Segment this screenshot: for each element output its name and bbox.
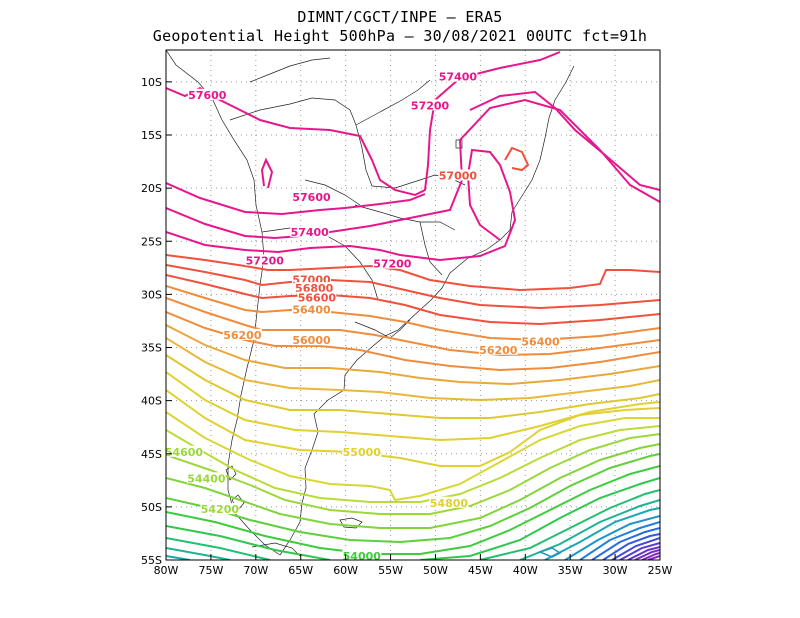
contour-label-bg [187, 88, 227, 100]
x-tick-label: 55W [378, 564, 403, 577]
y-tick-label: 15S [141, 129, 162, 142]
x-tick-label: 45W [468, 564, 493, 577]
contour-label-bg [245, 254, 285, 266]
y-tick-label: 20S [141, 182, 162, 195]
contour-label: 57600 [292, 191, 331, 204]
contour-label-bg [292, 334, 332, 346]
contour-label-bg [342, 445, 382, 457]
y-tick-label: 35S [141, 342, 162, 355]
contour-label-bg [292, 303, 332, 315]
x-tick-label: 35W [558, 564, 583, 577]
x-tick-label: 80W [154, 564, 179, 577]
small-contour [537, 547, 562, 558]
contour-label: 57600 [188, 89, 227, 102]
contour-label: 54200 [201, 503, 240, 516]
map-frame [165, 49, 661, 561]
contour-label-bg [521, 335, 561, 347]
contour-label: 54000 [343, 550, 382, 563]
contour-label: 54800 [430, 497, 469, 510]
chart-title-line2: Geopotential Height 500hPa — 30/08/2021 … [152, 27, 648, 45]
y-tick-label: 10S [141, 76, 162, 89]
contour-label: 57200 [411, 99, 450, 112]
contour-label-bg [200, 503, 240, 515]
contour-label-bg [290, 225, 330, 237]
x-tick-label: 75W [198, 564, 223, 577]
contour-label-bg [294, 282, 334, 294]
x-tick-label: 25W [648, 564, 673, 577]
y-tick-label: 45S [141, 448, 162, 461]
contour-label-bg [342, 549, 382, 561]
y-tick-label: 50S [141, 501, 162, 514]
contour-label: 56200 [223, 329, 262, 342]
contour-label: 56600 [298, 292, 337, 305]
contour-label-bg [438, 169, 478, 181]
contour-label-bg [164, 445, 204, 457]
contour-label: 57000 [439, 170, 478, 183]
contour-label: 57400 [291, 226, 330, 239]
chart-title-line1: DIMNT/CGCT/INPE — ERA5 [297, 8, 503, 26]
x-tick-label: 60W [333, 564, 358, 577]
contour-label: 56000 [292, 334, 331, 347]
contour-label: 57200 [246, 255, 285, 268]
contour-label: 57400 [439, 71, 478, 84]
y-tick-label: 55S [141, 554, 162, 567]
y-tick-label: 40S [141, 395, 162, 408]
contour-label-bg [372, 257, 412, 269]
contour-label: 56400 [292, 303, 331, 316]
contour-label-bg [292, 273, 332, 285]
y-tick-label: 30S [141, 288, 162, 301]
contour-label-bg [429, 496, 469, 508]
x-tick-label: 65W [288, 564, 313, 577]
contour-label-bg [410, 99, 450, 111]
contour-label: 57200 [373, 258, 412, 271]
contour-label-bg [297, 291, 337, 303]
x-tick-label: 50W [423, 564, 448, 577]
contour-label-bg [222, 328, 262, 340]
x-tick-label: 30W [603, 564, 628, 577]
contour-label: 56200 [479, 344, 518, 357]
contour-label: 55000 [343, 446, 382, 459]
x-tick-label: 70W [243, 564, 268, 577]
contour-label: 54400 [187, 472, 226, 485]
contour-label: 54600 [165, 446, 204, 459]
contour-label: 56400 [521, 335, 560, 348]
contour-lines [166, 51, 660, 560]
x-axis-ticks: 80W 75W 70W 65W 60W 55W 50W 45W 40W 35W 30W 25W [154, 554, 673, 577]
y-axis-ticks: 10S 15S 20S 25S 30S 35S 40S 45S 50S 55S [141, 76, 172, 567]
y-tick-label: 25S [141, 235, 162, 248]
contour-label-bg [292, 190, 332, 202]
contour-label-bg [186, 472, 226, 484]
x-tick-label: 40W [513, 564, 538, 577]
contour-label-bg [438, 70, 478, 82]
contour-label-bg [478, 343, 518, 355]
